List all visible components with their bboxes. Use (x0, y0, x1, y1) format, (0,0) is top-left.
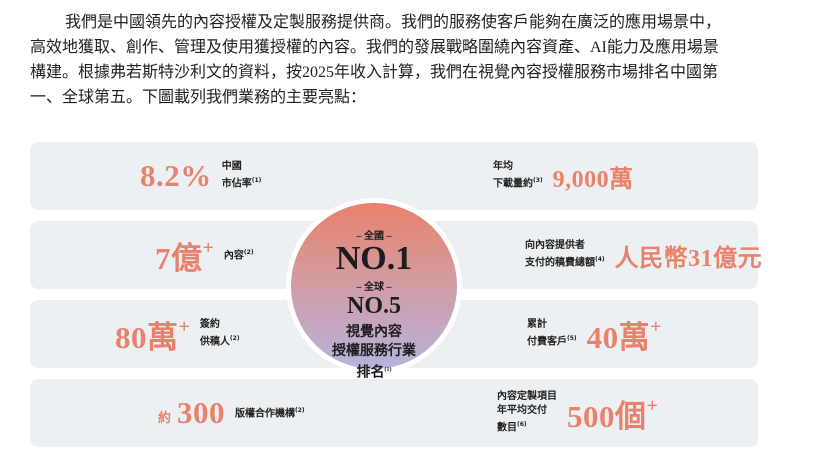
description-line: 排名(1) (356, 365, 392, 381)
label-line: 向內容提供者 (525, 240, 585, 252)
highlight-row: 約 300 版權合作機構(2) 內容定製項目 年平均交付數目(6) 500個 + (30, 379, 758, 447)
footnote: (6) (517, 421, 527, 429)
rank-circle: – 全國 – NO.1 – 全球 – NO.5 視覺內容授權服務行業 排名(1) (286, 198, 462, 381)
paragraph-line: 構建。根據弗若斯特沙利文的資料，按2025年收入計算，我們在視覺內容授權服務市場… (30, 64, 719, 81)
label-line: 供稿人(2) (199, 335, 240, 348)
value-suffix: + (178, 316, 190, 338)
label-line: 年均 (493, 161, 513, 173)
stat-item: 年均下載量約(3) 9,000萬 (493, 142, 634, 210)
stat-item: 7億 + 內容(2) (155, 221, 254, 289)
paragraph-line: 高效地獲取、創作、管理及使用獲授權的內容。我們的發展戰略圍繞內容資產、AI能力及… (30, 39, 719, 56)
footnote: (3) (533, 177, 543, 185)
stat-value: 500個 (567, 398, 647, 434)
stat-value: 80萬 (115, 319, 179, 355)
stat-item: 累計付費客戶(5) 40萬 + (527, 300, 662, 368)
stat-label: 版權合作機構(2) (235, 404, 305, 421)
stat-item: 約 300 版權合作機構(2) (158, 379, 305, 447)
stat-item: 80萬 + 簽約供稿人(2) (115, 300, 240, 368)
label-line: 中國 (221, 161, 242, 173)
label-line: 簽約 (199, 319, 220, 331)
footnote: (1) (384, 367, 392, 373)
label-line: 累計 (527, 319, 547, 331)
stat-label: 內容(2) (224, 246, 254, 263)
value-prefix: 約 (158, 409, 172, 425)
national-label: – 全國 – (356, 231, 392, 242)
label-line: 數目(6) (497, 421, 527, 434)
stat-label: 中國市佔率(1) (222, 160, 262, 191)
highlight-row: 8.2% 中國市佔率(1) 年均下載量約(3) 9,000萬 (30, 142, 758, 210)
stat-value: 300 (177, 395, 226, 430)
paragraph-line: 我們是中國領先的內容授權及定製服務提供商。我們的服務使客戶能夠在廣泛的應用場景中… (65, 14, 722, 31)
label-line: 內容定製項目 (497, 391, 557, 403)
footnote: (2) (243, 249, 254, 257)
stat-label: 簽約供稿人(2) (200, 318, 240, 349)
label-line: 下載量約(3) (493, 177, 543, 190)
stat-value: 人民幣31億元 (614, 245, 763, 272)
stat-value: 8.2% (140, 158, 212, 193)
stat-label: 年均下載量約(3) (493, 160, 543, 191)
label-line: 市佔率(1) (221, 177, 262, 190)
global-label: – 全球 – (356, 282, 392, 293)
stat-item: 8.2% 中國市佔率(1) (140, 142, 261, 210)
footnote: (1) (251, 177, 262, 185)
stat-item: 內容定製項目 年平均交付數目(6) 500個 + (497, 379, 658, 447)
footnote: (2) (229, 335, 240, 343)
intro-paragraph: 我們是中國領先的內容授權及定製服務提供商。我們的服務使客戶能夠在廣泛的應用場景中… (30, 10, 790, 110)
stat-value: 7億 (155, 240, 203, 276)
stat-value: 9,000萬 (552, 166, 634, 193)
stat-label: 累計付費客戶(5) (527, 318, 577, 349)
label-line: 版權合作機構(2) (235, 407, 305, 420)
footnote: (2) (295, 407, 305, 415)
stat-label: 內容定製項目 年平均交付數目(6) (497, 390, 557, 435)
paragraph-line: 一、全球第五。下圖載列我們業務的主要亮點： (30, 89, 367, 106)
stat-value: 40萬 (586, 319, 651, 355)
footnote: (4) (595, 256, 605, 264)
label-line: 付費客戶(5) (527, 335, 577, 348)
label-line: 年平均交付 (497, 405, 547, 417)
value-suffix: + (646, 395, 658, 417)
global-rank: NO.5 (347, 293, 401, 319)
national-rank: NO.1 (335, 240, 413, 277)
label-line: 內容(2) (223, 249, 254, 262)
description-line: 授權服務行業 (332, 344, 416, 359)
stat-label: 向內容提供者支付的稿費總額(4) (525, 239, 605, 270)
value-suffix: + (650, 316, 662, 338)
label-line: 支付的稿費總額(4) (525, 256, 605, 269)
value-suffix: + (202, 237, 214, 259)
rank-description: 視覺內容授權服務行業 排名(1) (291, 323, 457, 383)
description-line: 視覺內容 (346, 325, 402, 340)
stat-item: 向內容提供者支付的稿費總額(4) 人民幣31億元 (525, 221, 762, 289)
footnote: (5) (567, 335, 577, 343)
